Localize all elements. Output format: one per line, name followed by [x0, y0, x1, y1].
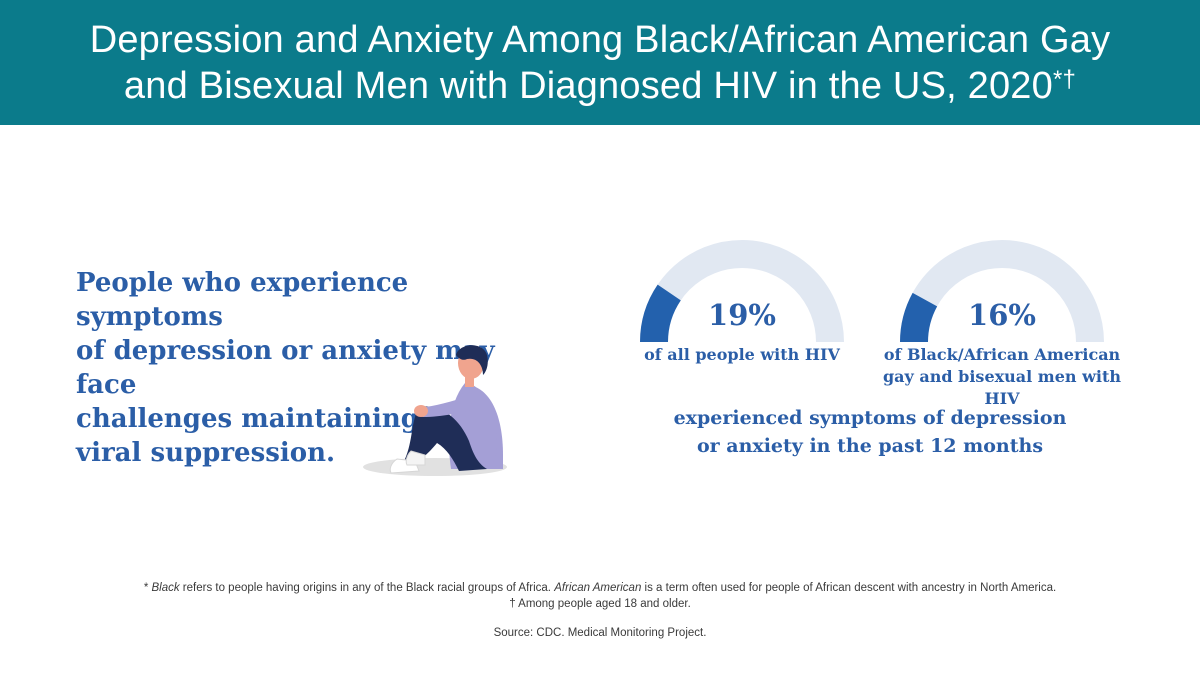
- source-citation: Source: CDC. Medical Monitoring Project.: [493, 627, 707, 639]
- gauge-all-people-graphic: [640, 240, 844, 343]
- footnote-text-end: is a term often used for people of Afric…: [641, 582, 1057, 594]
- title-footnote-marks: *†: [1052, 65, 1077, 93]
- footnote-text-mid: refers to people having origins in any o…: [179, 582, 555, 594]
- gauge-black-gbm-label-line-2: gay and bisexual men with HIV: [882, 367, 1121, 408]
- lead-statement: People who experience symptoms of depres…: [76, 266, 556, 470]
- figure-hand: [414, 405, 428, 417]
- gauge-summary: experienced symptoms of depression or an…: [640, 404, 1100, 460]
- gauge-black-gbm: 16% of Black/African American gay and bi…: [872, 240, 1132, 408]
- gauge-all-people-fill: [640, 284, 682, 343]
- gauge-black-gbm-value: 16%: [968, 298, 1036, 332]
- lead-line-3: challenges maintaining: [76, 404, 419, 434]
- footnote-term-black: Black: [151, 582, 180, 594]
- footnote-age: † Among people aged 18 and older.: [509, 598, 691, 610]
- gauge-black-gbm-graphic: [900, 240, 1104, 343]
- title-line-1: Depression and Anxiety Among Black/Afric…: [89, 18, 1111, 61]
- sitting-person-illustration: [363, 345, 507, 476]
- figure-shoe-right: [405, 450, 426, 466]
- gauge-black-gbm-fill: [900, 292, 938, 343]
- lead-line-2: of depression or anxiety may face: [76, 336, 495, 400]
- gauge-all-people-label-line-1: of all people with HIV: [644, 345, 840, 364]
- gauge-all-people-value: 19%: [708, 298, 776, 332]
- figure-arm: [419, 395, 479, 417]
- footnote-term-african-american: African American: [554, 582, 642, 594]
- footnote-definition: * Black refers to people having origins …: [60, 580, 1140, 596]
- figure-neck: [465, 375, 474, 387]
- gauge-black-gbm-label-line-1: of Black/African American: [883, 345, 1121, 364]
- summary-line-1: experienced symptoms of depression: [673, 407, 1067, 429]
- figure-hair: [456, 345, 488, 375]
- header-banner: Depression and Anxiety Among Black/Afric…: [0, 0, 1200, 125]
- footnotes: * Black refers to people having origins …: [60, 580, 1140, 641]
- page-title: Depression and Anxiety Among Black/Afric…: [30, 17, 1170, 109]
- gauge-black-gbm-label: of Black/African American gay and bisexu…: [872, 344, 1132, 410]
- title-line-2: and Bisexual Men with Diagnosed HIV in t…: [123, 64, 1053, 107]
- gauge-all-people-label: of all people with HIV: [612, 344, 872, 366]
- footnote-marker: *: [143, 582, 152, 594]
- lead-line-1: People who experience symptoms: [76, 268, 409, 332]
- summary-line-2: or anxiety in the past 12 months: [696, 435, 1044, 457]
- gauge-all-people: 19% of all people with HIV: [612, 240, 872, 400]
- lead-line-4: viral suppression.: [76, 438, 336, 468]
